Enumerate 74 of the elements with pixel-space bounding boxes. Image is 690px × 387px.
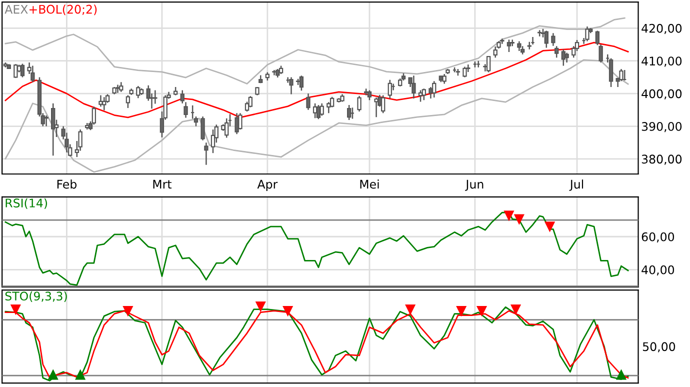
y-tick-label: 60,00 bbox=[642, 232, 674, 242]
x-tick-label: Apr bbox=[257, 180, 278, 191]
candlestick bbox=[412, 74, 416, 100]
candlestick bbox=[466, 64, 470, 73]
candlestick bbox=[381, 94, 386, 114]
point bbox=[48, 370, 58, 380]
candlestick bbox=[306, 92, 310, 111]
point bbox=[123, 306, 133, 316]
candlestick bbox=[422, 88, 426, 101]
point bbox=[405, 304, 416, 314]
candlestick bbox=[289, 76, 294, 95]
candlestick bbox=[388, 79, 392, 100]
candlestick bbox=[51, 102, 56, 156]
candlestick bbox=[14, 64, 18, 78]
candlestick bbox=[357, 95, 362, 112]
x-tick-label: Jun bbox=[465, 180, 484, 191]
candlestick bbox=[493, 46, 498, 58]
point bbox=[514, 214, 524, 224]
point bbox=[476, 306, 487, 316]
chart-title: STO(9,3,3) bbox=[5, 291, 67, 302]
candlestick bbox=[486, 55, 491, 73]
x-tick-label: Feb bbox=[57, 180, 77, 189]
point bbox=[456, 306, 466, 316]
candlestick bbox=[299, 74, 304, 92]
y-tick-label: 420,00 bbox=[642, 24, 682, 34]
candlestick bbox=[119, 81, 124, 93]
chart-title: RSI(14) bbox=[6, 198, 48, 209]
candlestick bbox=[44, 114, 48, 127]
candlestick bbox=[374, 96, 378, 118]
candlestick bbox=[326, 101, 331, 114]
x-tick-label: Mrt bbox=[153, 180, 172, 189]
y-tick-label: 40,00 bbox=[642, 265, 674, 276]
candlestick bbox=[554, 46, 559, 58]
text: 50,00 bbox=[642, 342, 676, 352]
candlestick bbox=[126, 94, 130, 109]
candlestick bbox=[500, 38, 504, 44]
candlestick bbox=[585, 26, 590, 42]
candlestick bbox=[619, 68, 624, 82]
candlestick bbox=[506, 38, 512, 53]
candlestick bbox=[598, 44, 603, 64]
candlestick bbox=[136, 85, 140, 99]
candlestick bbox=[30, 65, 35, 83]
candlestick bbox=[551, 32, 556, 46]
candlestick bbox=[272, 69, 276, 76]
y-tick-label: 410,00 bbox=[642, 56, 682, 67]
y-tick-label: 400,00 bbox=[642, 89, 682, 100]
candlestick bbox=[564, 52, 569, 64]
x-tick-label: Jul bbox=[569, 180, 584, 191]
point bbox=[504, 210, 514, 220]
text: +BOL(20;2) bbox=[29, 4, 97, 16]
candlestick bbox=[20, 63, 25, 78]
y-tick-label: 380,00 bbox=[642, 154, 682, 165]
candlestick bbox=[442, 73, 446, 84]
candlestick bbox=[595, 30, 600, 46]
point bbox=[75, 370, 86, 380]
candlestick bbox=[367, 90, 372, 101]
x-tick-label: Mei bbox=[360, 180, 379, 189]
chart-title: AEX bbox=[4, 4, 28, 14]
point bbox=[510, 304, 521, 314]
point bbox=[616, 370, 626, 380]
candlestick bbox=[432, 80, 436, 98]
candlestick bbox=[320, 102, 324, 116]
candlestick bbox=[102, 96, 106, 111]
candlestick bbox=[510, 38, 514, 47]
candlestick bbox=[561, 48, 566, 66]
y-tick-label: 390,00 bbox=[642, 122, 682, 132]
candlestick bbox=[428, 86, 433, 100]
candlestick bbox=[116, 84, 120, 94]
point bbox=[544, 222, 555, 232]
candlestick bbox=[544, 30, 548, 48]
point bbox=[10, 304, 21, 314]
candlestick bbox=[608, 58, 614, 88]
candlestick bbox=[517, 40, 522, 52]
candlestick bbox=[346, 104, 352, 121]
